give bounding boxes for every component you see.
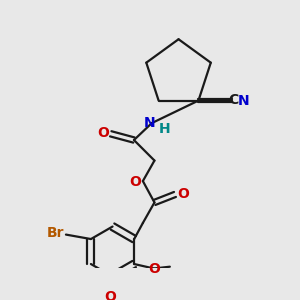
Text: O: O [98, 126, 109, 140]
Text: H: H [158, 122, 170, 136]
Text: N: N [238, 94, 250, 108]
Text: O: O [177, 187, 189, 201]
Text: O: O [149, 262, 161, 276]
Text: C: C [228, 93, 238, 107]
Text: O: O [104, 290, 116, 300]
Text: N: N [144, 116, 156, 130]
Text: O: O [129, 175, 141, 189]
Text: Br: Br [46, 226, 64, 240]
